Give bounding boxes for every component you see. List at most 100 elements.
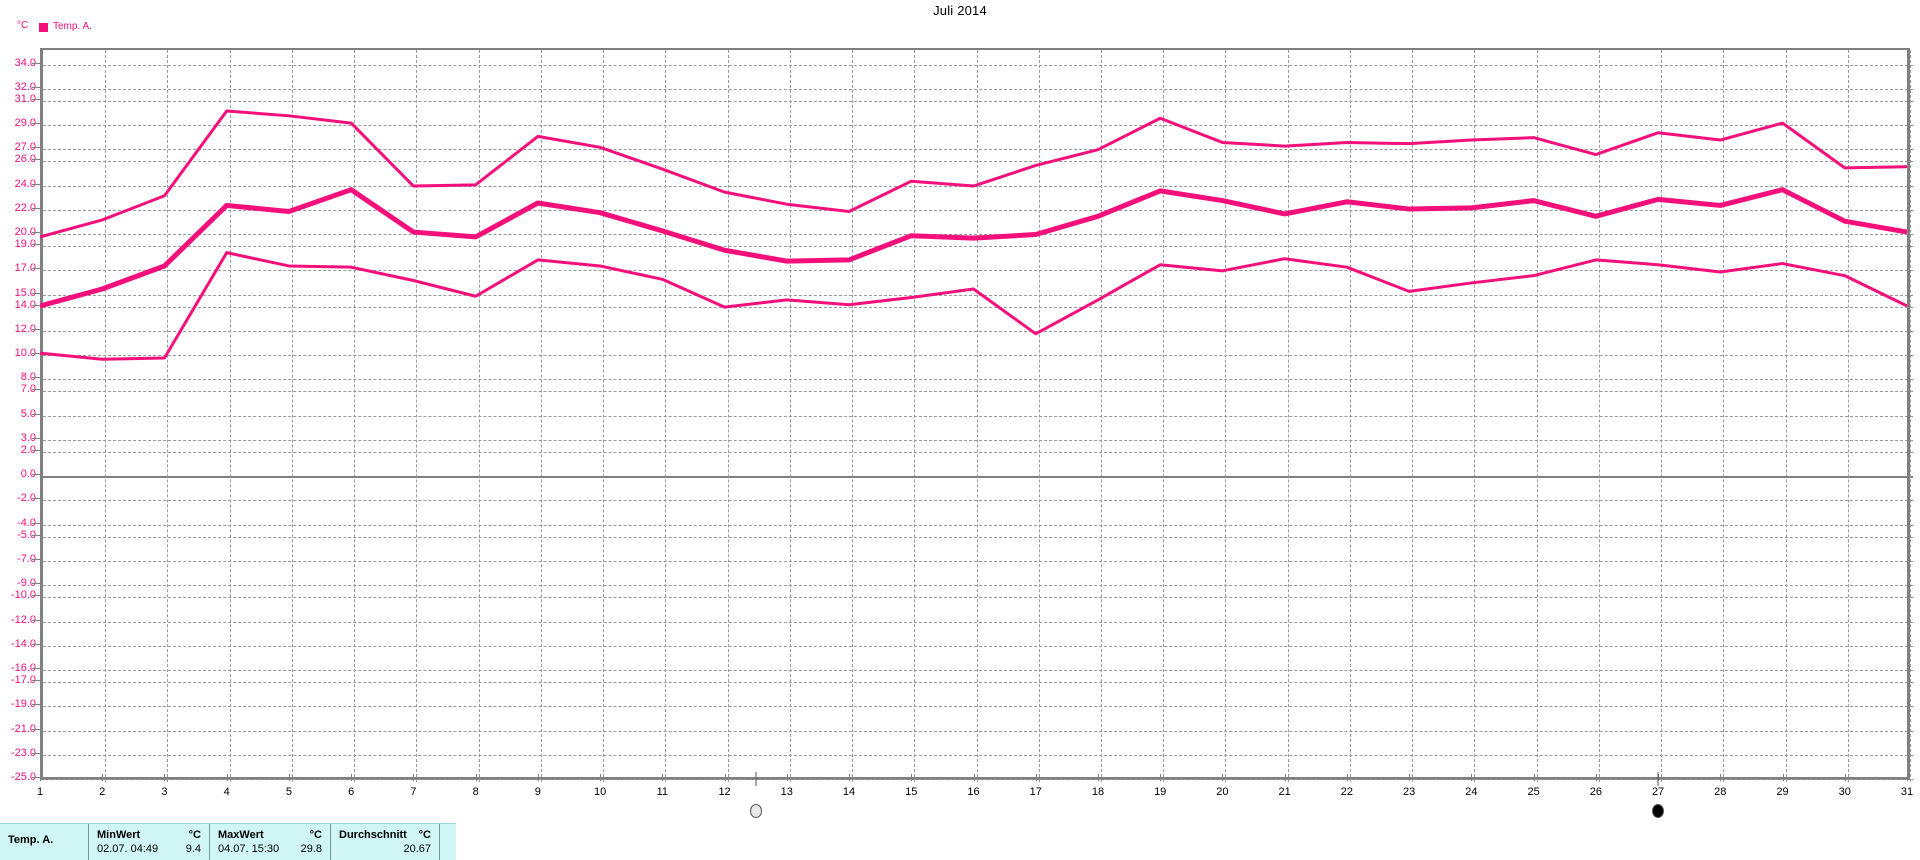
gridline-vertical	[603, 50, 605, 782]
y-axis-tick-mark	[32, 377, 40, 379]
gridline-vertical	[1723, 50, 1725, 782]
x-axis-tick-label: 4	[223, 786, 230, 798]
x-axis-tick-mark	[1346, 774, 1348, 781]
gridline-horizontal	[43, 88, 1913, 90]
x-axis-tick-label: 16	[967, 786, 980, 798]
gridline-vertical	[1536, 50, 1538, 782]
gridline-vertical	[1287, 50, 1289, 782]
x-axis-tick-mark	[911, 774, 913, 781]
x-axis-tick-mark	[475, 774, 477, 781]
y-axis-tick-label: -10.0	[10, 589, 36, 602]
y-axis-tick-mark	[32, 98, 40, 100]
summary-divider	[88, 824, 89, 860]
y-axis-tick-mark	[32, 450, 40, 452]
gridline-horizontal	[43, 597, 1913, 599]
y-axis-tick-label: 12.0	[14, 322, 36, 335]
y-axis-tick-mark	[32, 353, 40, 355]
gridline-vertical	[1847, 50, 1849, 782]
summary-average-unit: °C	[418, 829, 431, 841]
y-axis-tick-label: 26.0	[14, 153, 36, 166]
x-axis-tick-label: 21	[1278, 786, 1291, 798]
legend-color-swatch-icon	[39, 22, 48, 32]
x-axis-tick-label: 9	[534, 786, 541, 798]
y-axis-tick-label: 29.0	[14, 117, 36, 130]
gridline-horizontal	[43, 209, 1913, 211]
gridline-vertical	[540, 50, 542, 782]
x-axis-tick-label: 11	[656, 786, 669, 798]
gridline-horizontal	[43, 524, 1913, 526]
y-axis-tick-mark	[32, 559, 40, 561]
x-axis-tick-label: 13	[780, 786, 793, 798]
y-axis-tick-mark	[32, 268, 40, 270]
y-axis-tick-label: 17.0	[14, 262, 36, 275]
x-axis-tick-mark	[288, 774, 290, 781]
gridline-horizontal	[43, 779, 1913, 780]
gridline-horizontal	[43, 682, 1913, 684]
y-axis-tick-label: -16.0	[10, 662, 36, 674]
series-line-minimum	[40, 251, 1908, 361]
y-axis-tick-mark	[32, 62, 40, 64]
plot-canvas[interactable]	[40, 48, 1913, 782]
full-moon-icon	[749, 804, 762, 818]
x-axis-tick-mark	[1409, 774, 1411, 781]
x-axis-tick-mark	[102, 774, 104, 781]
x-axis-tick-mark	[1471, 774, 1473, 781]
x-axis-tick-label: 25	[1527, 786, 1540, 798]
y-axis-tick-mark	[32, 704, 40, 706]
x-axis-tick-mark	[1160, 774, 1162, 781]
summary-cell-spacer	[440, 824, 456, 860]
x-axis-tick-label: 8	[472, 786, 479, 798]
x-axis-tick-mark	[1533, 774, 1535, 781]
gridline-vertical	[1225, 50, 1227, 782]
y-axis-tick-label: 31.0	[14, 92, 36, 105]
y-axis-unit-label: °C	[17, 20, 29, 31]
y-axis-tick-mark	[32, 498, 40, 500]
x-axis-tick-label: 18	[1091, 786, 1105, 798]
y-axis-tick-mark	[32, 777, 40, 778]
x-axis-tick-mark	[1720, 774, 1722, 781]
y-axis-tick-mark	[32, 619, 40, 621]
y-axis-tick-mark	[32, 183, 40, 185]
summary-max-value: 29.8	[300, 843, 322, 855]
gridline-horizontal	[43, 439, 1913, 441]
y-axis-tick-mark	[32, 668, 40, 669]
y-axis-tick-label: -2.0	[17, 492, 36, 505]
summary-min-value: 9.4	[185, 843, 201, 855]
gridline-vertical	[1661, 50, 1663, 782]
gridline-horizontal	[43, 306, 1913, 308]
y-axis-tick-mark	[32, 207, 40, 209]
gridline-vertical	[852, 50, 854, 782]
y-axis-tick-mark	[32, 389, 40, 391]
y-axis-tick-mark	[32, 86, 40, 88]
gridline-vertical	[976, 50, 978, 782]
plot-right-border	[1907, 48, 1910, 780]
x-axis-tick-label: 24	[1465, 786, 1478, 798]
y-axis-tick-label: -12.0	[10, 613, 36, 626]
gridline-horizontal	[43, 415, 1913, 417]
x-axis-tick-label: 10	[593, 786, 607, 798]
y-axis-tick-label: 8.0	[20, 371, 36, 384]
gridline-vertical	[1598, 50, 1600, 782]
summary-divider	[209, 824, 210, 860]
y-axis-tick-label: 22.0	[14, 201, 36, 214]
y-axis-tick-mark	[32, 752, 40, 754]
x-axis-tick-label: 23	[1403, 786, 1416, 798]
gridline-vertical	[478, 50, 480, 782]
y-axis-tick-label: -19.0	[10, 698, 36, 711]
x-axis-tick-mark	[849, 774, 851, 781]
y-axis-tick-label: 7.0	[20, 383, 36, 396]
y-axis-tick-mark	[32, 583, 40, 585]
y-axis-tick-label: 19.0	[14, 238, 36, 251]
page-title: Juli 2014	[933, 3, 987, 18]
y-axis-tick-label: 14.0	[14, 298, 36, 311]
summary-max-timestamp: 04.07. 15:30	[218, 843, 280, 855]
chart-plot-area[interactable]: 34.0 32.0 31.0 29.0 27.0 26.0 24.0 22.0 20.0 19.0…	[0, 0, 1920, 818]
x-axis-tick-label: 17	[1029, 786, 1042, 798]
x-axis-tick-mark	[1222, 774, 1224, 781]
y-axis-tick-label: 15.0	[14, 286, 36, 299]
gridline-horizontal	[43, 125, 1913, 127]
y-axis-tick-label: 10.0	[14, 347, 36, 360]
gridline-horizontal	[43, 246, 1913, 248]
new-moon-stem	[1657, 772, 1659, 786]
summary-series-name: Temp. A.	[8, 834, 54, 846]
